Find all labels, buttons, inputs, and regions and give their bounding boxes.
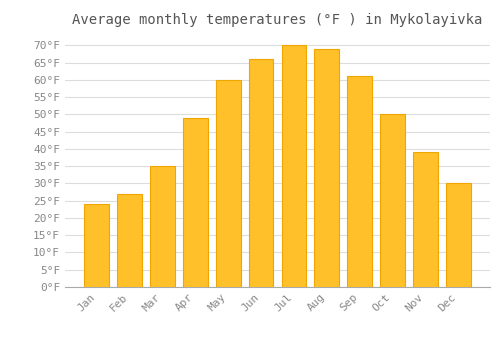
Bar (380, 114, 405, 287)
Title: Average monthly temperatures (°F ) in Mykolayivka: Average monthly temperatures (°F ) in My… (72, 13, 482, 27)
Bar (216, 80, 240, 287)
Bar (446, 183, 470, 287)
Bar (183, 118, 208, 287)
Bar (117, 194, 142, 287)
Bar (348, 76, 372, 287)
Bar (314, 49, 339, 287)
Bar (150, 166, 174, 287)
Bar (84, 204, 109, 287)
Bar (248, 59, 274, 287)
Bar (413, 152, 438, 287)
Bar (282, 46, 306, 287)
